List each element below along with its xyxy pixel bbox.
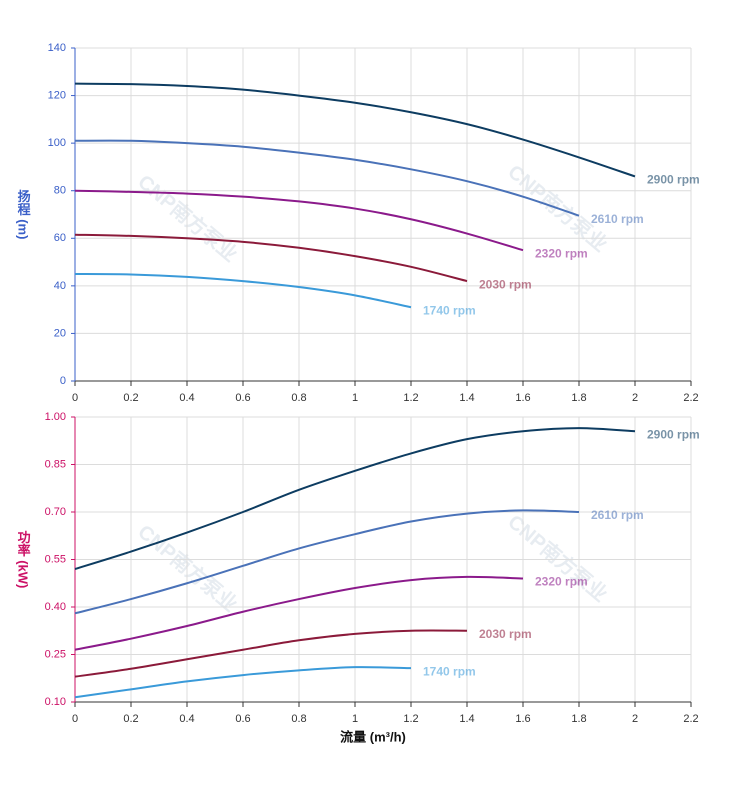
y-tick-label: 0.40 — [45, 601, 66, 613]
series-line — [74, 189, 524, 252]
x-tick-label: 0.2 — [123, 713, 138, 725]
series-line — [74, 82, 636, 178]
x-tick-label: 1.4 — [459, 713, 474, 725]
y-tick-label: 60 — [54, 232, 66, 244]
series-line — [74, 666, 412, 699]
y-tick-label: 20 — [54, 327, 66, 339]
series-line — [74, 629, 468, 678]
x-tick-label: 0.6 — [235, 713, 250, 725]
x-tick-label: 0.8 — [291, 392, 306, 404]
watermark: CNP南方泵业 — [133, 519, 242, 616]
series-line — [74, 575, 524, 651]
series-line — [74, 139, 580, 217]
x-tick-label: 0 — [72, 713, 78, 725]
x-tick-label: 0.6 — [235, 392, 250, 404]
y-tick-label: 0.55 — [45, 553, 66, 565]
y-tick-label: 140 — [48, 42, 66, 54]
series-label: 2030 rpm — [479, 627, 532, 641]
x-tick-label: 0.4 — [179, 713, 194, 725]
series-label: 2900 rpm — [647, 427, 700, 441]
series-label: 2320 rpm — [535, 575, 588, 589]
series-label: 1740 rpm — [423, 303, 476, 317]
y-axis-title: 功率 (kW) — [16, 531, 31, 589]
x-axis-title: 流量 (m³/h) — [340, 729, 406, 744]
x-tick-label: 1.6 — [515, 392, 530, 404]
x-tick-label: 1.8 — [571, 392, 586, 404]
y-tick-label: 120 — [48, 89, 66, 101]
x-tick-label: 2 — [632, 713, 638, 725]
x-tick-label: 0.4 — [179, 392, 194, 404]
series-line — [74, 233, 468, 283]
series-label: 1740 rpm — [423, 664, 476, 678]
series-label: 2030 rpm — [479, 277, 532, 291]
series-label: 2610 rpm — [591, 508, 644, 522]
series-label: 2900 rpm — [647, 173, 700, 187]
series-line — [74, 509, 580, 615]
x-tick-label: 0 — [72, 392, 78, 404]
series-line — [74, 272, 412, 309]
y-tick-label: 1.00 — [45, 411, 66, 423]
series-label: 2610 rpm — [591, 212, 644, 226]
y-tick-label: 0.25 — [45, 648, 66, 660]
y-tick-label: 0 — [60, 375, 66, 387]
x-tick-label: 0.8 — [291, 713, 306, 725]
y-tick-label: 0.85 — [45, 458, 66, 470]
x-tick-label: 1 — [352, 392, 358, 404]
y-tick-label: 0.10 — [45, 696, 66, 708]
x-tick-label: 2.2 — [683, 713, 698, 725]
x-tick-label: 1.8 — [571, 713, 586, 725]
watermark: CNP南方泵业 — [133, 169, 242, 266]
y-tick-label: 40 — [54, 280, 66, 292]
watermark: CNP南方泵业 — [503, 509, 612, 606]
series-line — [74, 427, 636, 570]
y-tick-label: 100 — [48, 137, 66, 149]
x-tick-label: 2 — [632, 392, 638, 404]
x-tick-label: 0.2 — [123, 392, 138, 404]
series-label: 2320 rpm — [535, 246, 588, 260]
y-tick-label: 80 — [54, 185, 66, 197]
y-tick-label: 0.70 — [45, 506, 66, 518]
x-tick-label: 1.6 — [515, 713, 530, 725]
x-tick-label: 1.4 — [459, 392, 474, 404]
x-tick-label: 2.2 — [683, 392, 698, 404]
x-tick-label: 1.2 — [403, 392, 418, 404]
y-axis-title: 扬程 (m) — [16, 189, 31, 239]
x-tick-label: 1.2 — [403, 713, 418, 725]
x-tick-label: 1 — [352, 713, 358, 725]
